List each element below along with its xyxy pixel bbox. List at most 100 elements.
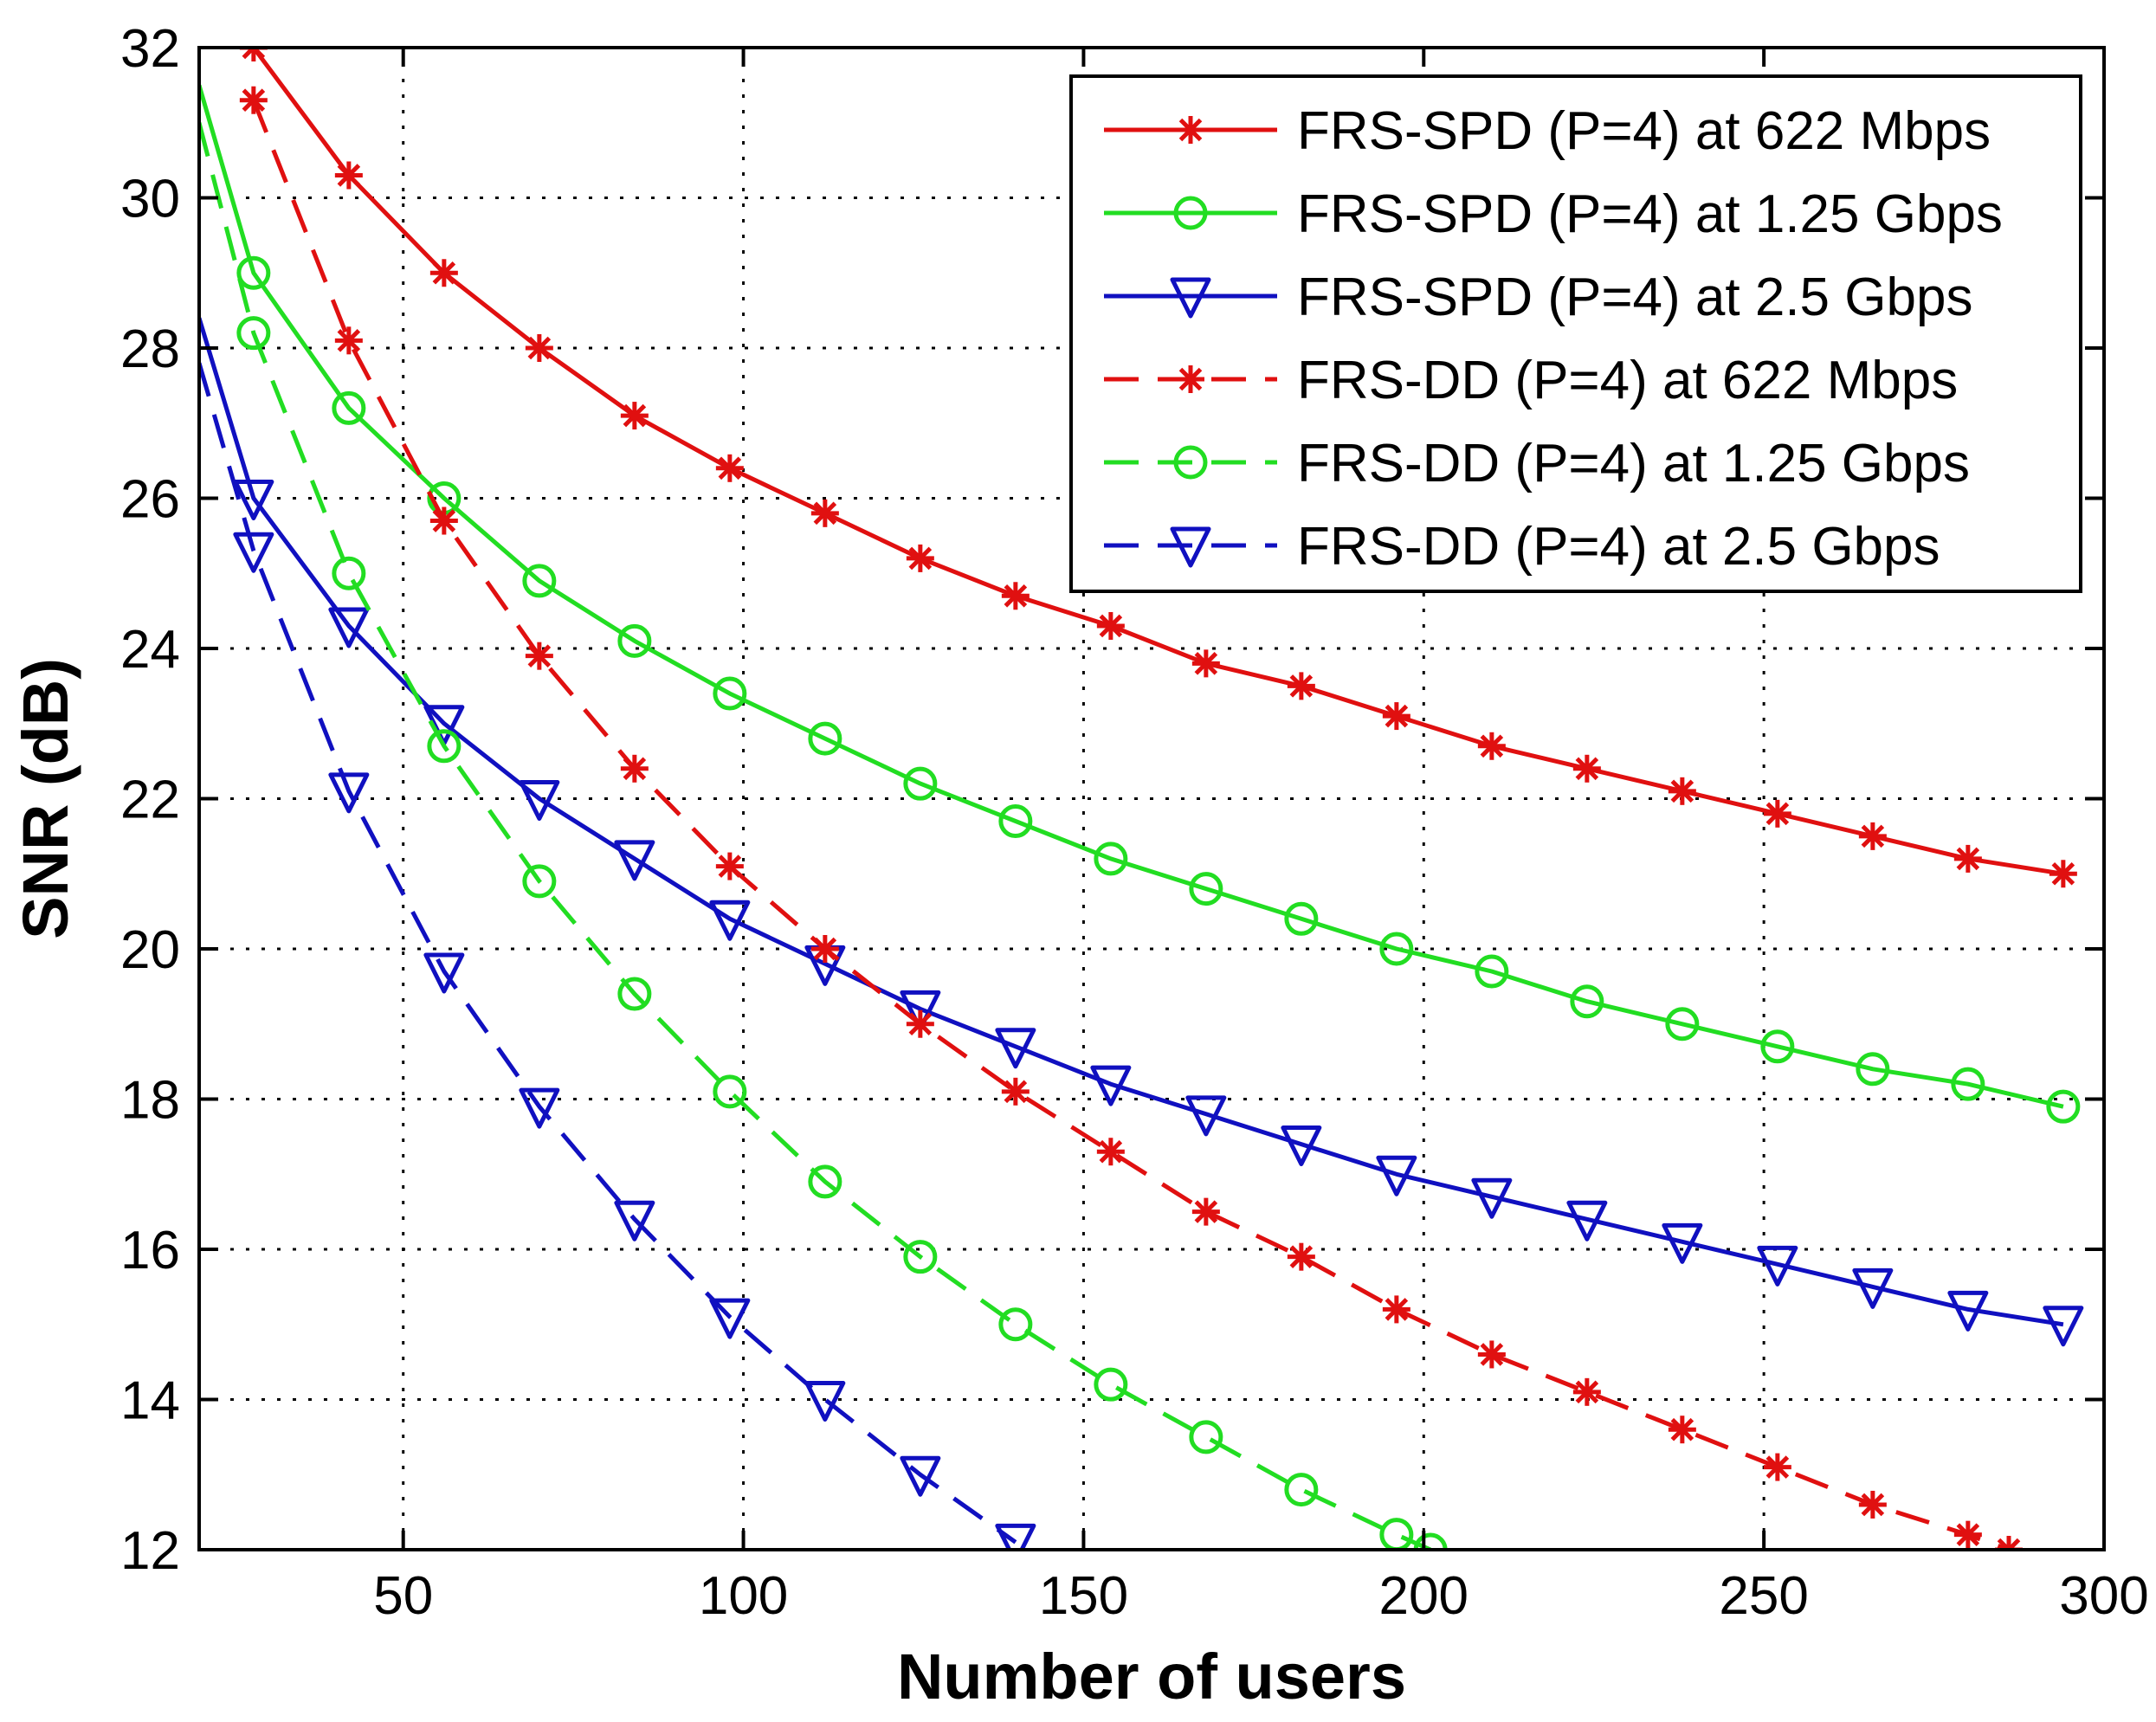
data-point xyxy=(1185,1095,1227,1137)
data-point xyxy=(617,977,652,1011)
legend-marker xyxy=(1177,365,1204,393)
data-point xyxy=(423,952,465,994)
data-point xyxy=(715,454,744,482)
data-point xyxy=(1191,1197,1220,1226)
data-point xyxy=(525,642,553,670)
legend-label: FRS-DD (P=4) at 2.5 Gbps xyxy=(1297,517,1940,577)
series-5 xyxy=(199,122,1448,1550)
data-point xyxy=(2043,1306,2084,1347)
data-point xyxy=(1947,1290,1989,1332)
data-point xyxy=(1413,1532,1448,1550)
y-tick-label: 12 xyxy=(120,1521,180,1581)
legend-item: FRS-SPD (P=4) at 622 Mbps xyxy=(1104,101,1991,161)
y-tick-label: 16 xyxy=(120,1221,180,1280)
data-point xyxy=(233,480,274,520)
legend-label: FRS-DD (P=4) at 1.25 Gbps xyxy=(1297,434,1970,493)
y-tick-label: 14 xyxy=(120,1371,180,1431)
y-tick-label: 24 xyxy=(120,620,180,680)
data-point xyxy=(810,935,839,963)
data-point xyxy=(617,623,652,658)
legend-label: FRS-DD (P=4) at 622 Mbps xyxy=(1297,351,1958,410)
data-point xyxy=(995,1523,1036,1550)
data-point xyxy=(519,780,560,821)
data-point xyxy=(239,48,268,61)
data-point xyxy=(1757,1245,1798,1287)
x-tick-label: 100 xyxy=(699,1566,788,1626)
x-tick-label: 200 xyxy=(1379,1566,1469,1626)
data-point xyxy=(713,1074,747,1109)
x-tick-label: 250 xyxy=(1719,1566,1808,1626)
data-point xyxy=(1471,1177,1513,1219)
data-point xyxy=(614,1200,655,1242)
legend-label: FRS-SPD (P=4) at 622 Mbps xyxy=(1297,101,1991,161)
data-point xyxy=(525,334,553,362)
data-point xyxy=(1477,1340,1506,1369)
legend-item: FRS-DD (P=4) at 622 Mbps xyxy=(1104,351,1958,410)
data-point xyxy=(1475,954,1509,989)
data-point xyxy=(522,864,557,899)
data-point xyxy=(713,676,747,711)
data-point xyxy=(804,1381,846,1422)
x-axis-label: Number of users xyxy=(897,1641,1406,1712)
data-point xyxy=(332,390,366,425)
data-point xyxy=(998,1307,1033,1342)
data-point xyxy=(810,499,839,527)
legend-marker xyxy=(1173,196,1208,230)
data-point xyxy=(522,564,557,598)
legend-marker xyxy=(1173,445,1208,480)
data-point xyxy=(1662,1222,1703,1264)
legend-marker xyxy=(1170,277,1211,319)
y-tick-label: 22 xyxy=(120,771,180,830)
y-tick-label: 20 xyxy=(120,920,180,980)
y-tick-label: 32 xyxy=(120,19,180,79)
data-point xyxy=(334,326,363,355)
data-point xyxy=(995,1028,1036,1069)
data-point xyxy=(1668,1416,1696,1444)
series-1 xyxy=(239,48,2077,888)
data-point xyxy=(1094,842,1128,876)
data-point xyxy=(1094,1367,1128,1402)
data-point xyxy=(1191,649,1220,678)
data-point xyxy=(1572,1377,1601,1406)
series-line xyxy=(199,362,1017,1545)
data-point xyxy=(1760,1029,1795,1064)
data-point xyxy=(1570,984,1604,1019)
series-2 xyxy=(199,84,2081,1124)
data-point xyxy=(427,729,462,764)
data-point xyxy=(1287,1242,1315,1271)
data-point xyxy=(906,544,934,572)
data-point xyxy=(1665,1007,1700,1042)
data-point xyxy=(1379,932,1414,966)
data-point xyxy=(1189,872,1223,906)
y-tick-label: 26 xyxy=(120,470,180,530)
data-point xyxy=(429,259,458,287)
data-point xyxy=(1951,1067,1985,1101)
data-point xyxy=(808,1164,842,1199)
data-point xyxy=(1856,1052,1890,1087)
series-line xyxy=(199,84,2064,1109)
data-point xyxy=(429,506,458,535)
x-tick-label: 300 xyxy=(2059,1566,2148,1626)
legend-marker xyxy=(1177,116,1204,144)
legend-marker xyxy=(1170,526,1211,568)
series-line xyxy=(251,99,2010,1550)
series-4 xyxy=(239,86,2023,1550)
legend: FRS-SPD (P=4) at 622 Mbps FRS-SPD (P=4) a… xyxy=(1069,74,2082,593)
data-point xyxy=(900,1455,941,1497)
data-point xyxy=(1995,1536,2023,1550)
series-3 xyxy=(199,317,2084,1347)
data-point xyxy=(715,852,744,880)
data-point xyxy=(1572,754,1601,783)
data-point xyxy=(1763,799,1791,828)
data-point xyxy=(1090,1065,1132,1106)
legend-box xyxy=(1069,74,2082,593)
legend-item: FRS-SPD (P=4) at 1.25 Gbps xyxy=(1104,184,2003,244)
data-point xyxy=(1376,1155,1417,1196)
y-tick-label: 18 xyxy=(120,1071,180,1131)
data-point xyxy=(1096,1138,1125,1166)
y-axis-label: SNR (dB) xyxy=(10,658,81,939)
legend-item: FRS-DD (P=4) at 1.25 Gbps xyxy=(1104,434,1970,493)
data-point xyxy=(236,316,271,351)
data-point xyxy=(1858,1490,1887,1519)
